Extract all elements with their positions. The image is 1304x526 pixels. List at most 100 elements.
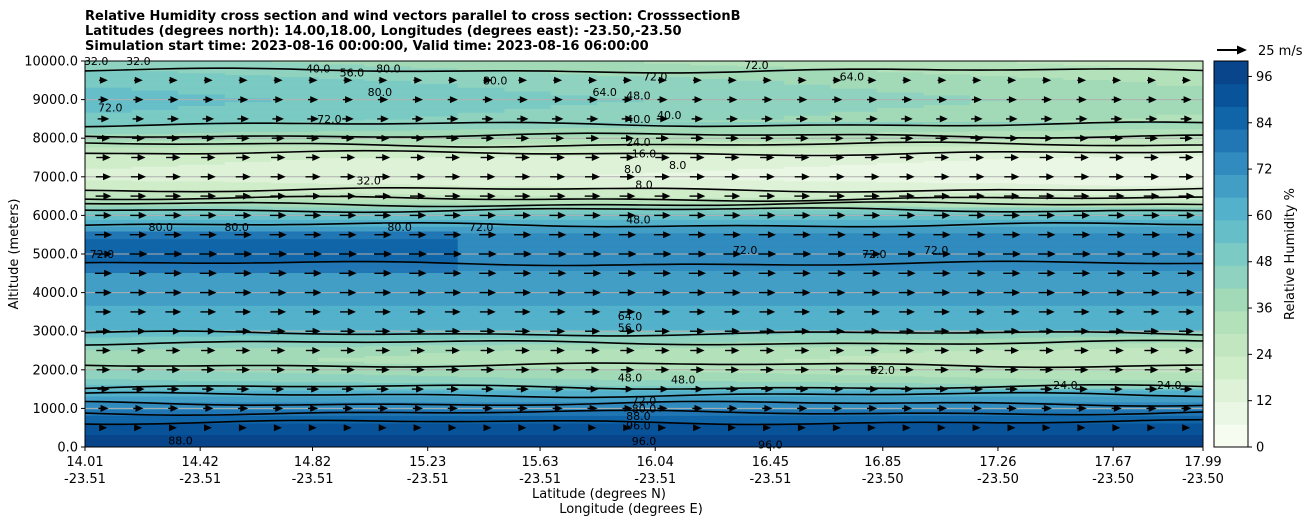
humidity-cell xyxy=(457,289,505,292)
humidity-cell xyxy=(131,252,179,254)
humidity-cell xyxy=(224,355,272,357)
humidity-cell xyxy=(504,329,552,331)
humidity-cell xyxy=(783,304,831,306)
humidity-cell xyxy=(690,403,738,406)
humidity-cell xyxy=(1156,345,1203,348)
humidity-cell xyxy=(1156,342,1203,345)
humidity-cell xyxy=(504,365,552,367)
humidity-cell xyxy=(317,441,366,443)
humidity-cell xyxy=(85,275,133,277)
humidity-cell xyxy=(224,267,272,270)
humidity-cell xyxy=(597,322,645,325)
humidity-cell xyxy=(597,370,645,373)
humidity-cell xyxy=(550,418,598,420)
humidity-cell xyxy=(830,317,878,320)
humidity-cell xyxy=(457,290,505,293)
humidity-cell xyxy=(504,261,552,264)
humidity-cell xyxy=(457,345,505,348)
humidity-cell xyxy=(1156,296,1203,299)
humidity-cell xyxy=(131,263,179,266)
humidity-cell xyxy=(1156,406,1203,409)
humidity-cell xyxy=(1109,342,1157,345)
humidity-cell xyxy=(970,313,1018,316)
humidity-cell xyxy=(830,436,878,438)
humidity-cell xyxy=(85,442,133,444)
humidity-cell xyxy=(364,370,412,373)
humidity-cell xyxy=(690,334,738,336)
humidity-cell xyxy=(690,296,738,299)
humidity-cell xyxy=(317,282,366,284)
humidity-cell xyxy=(411,346,459,349)
humidity-cell xyxy=(457,426,505,429)
humidity-cell xyxy=(317,279,366,281)
humidity-cell xyxy=(830,388,878,390)
humidity-cell xyxy=(923,391,971,393)
humidity-cell xyxy=(364,429,412,432)
humidity-cell xyxy=(876,371,925,374)
humidity-cell xyxy=(1016,347,1064,350)
humidity-cell xyxy=(923,415,971,417)
humidity-cell xyxy=(644,369,692,372)
humidity-cell xyxy=(85,286,133,289)
humidity-cell xyxy=(504,436,552,438)
humidity-cell xyxy=(830,409,878,411)
humidity-cell xyxy=(224,246,272,248)
humidity-cell xyxy=(830,411,878,413)
humidity-cell xyxy=(224,281,272,283)
humidity-cell xyxy=(364,266,412,269)
humidity-cell xyxy=(876,248,925,250)
humidity-cell xyxy=(737,366,785,369)
humidity-cell xyxy=(131,287,179,290)
humidity-cell xyxy=(690,356,738,358)
humidity-cell xyxy=(690,398,738,401)
humidity-cell xyxy=(85,348,133,351)
humidity-cell xyxy=(224,370,272,373)
humidity-cell xyxy=(224,327,272,329)
humidity-cell xyxy=(690,402,738,405)
humidity-cell xyxy=(131,313,179,316)
humidity-cell xyxy=(1109,318,1157,321)
humidity-cell xyxy=(830,251,878,253)
humidity-cell xyxy=(317,401,366,404)
humidity-cell xyxy=(644,367,692,370)
humidity-cell xyxy=(876,319,925,322)
humidity-cell xyxy=(550,445,598,447)
humidity-cell xyxy=(317,300,366,302)
humidity-cell xyxy=(457,311,505,314)
humidity-cell xyxy=(737,246,785,248)
humidity-cell xyxy=(690,444,738,446)
humidity-cell xyxy=(690,418,738,420)
humidity-cell xyxy=(970,403,1018,406)
humidity-cell xyxy=(737,409,785,411)
humidity-cell xyxy=(85,334,133,336)
humidity-cell xyxy=(970,340,1018,343)
humidity-cell xyxy=(1156,328,1203,330)
humidity-cell xyxy=(1016,314,1064,317)
humidity-cell xyxy=(411,312,459,315)
humidity-cell xyxy=(411,431,459,434)
humidity-cell xyxy=(224,424,272,427)
humidity-cell xyxy=(457,281,505,283)
humidity-cell xyxy=(737,360,785,362)
humidity-cell xyxy=(970,267,1018,270)
humidity-cell xyxy=(830,344,878,347)
humidity-cell xyxy=(1016,443,1064,445)
humidity-cell xyxy=(271,361,319,363)
humidity-cell xyxy=(876,404,925,407)
humidity-cell xyxy=(411,315,459,318)
humidity-cell xyxy=(457,389,505,391)
humidity-cell xyxy=(876,286,925,289)
humidity-cell xyxy=(131,343,179,346)
humidity-cell xyxy=(364,400,412,403)
humidity-cell xyxy=(1109,324,1157,326)
humidity-cell xyxy=(1156,250,1203,252)
humidity-cell xyxy=(131,345,179,348)
humidity-cell xyxy=(85,248,133,250)
humidity-cell xyxy=(1156,390,1203,392)
humidity-cell xyxy=(876,306,925,308)
humidity-cell xyxy=(690,312,738,315)
humidity-cell xyxy=(830,415,878,417)
humidity-cell xyxy=(364,395,412,398)
humidity-cell xyxy=(1156,365,1203,368)
humidity-cell xyxy=(271,246,319,248)
